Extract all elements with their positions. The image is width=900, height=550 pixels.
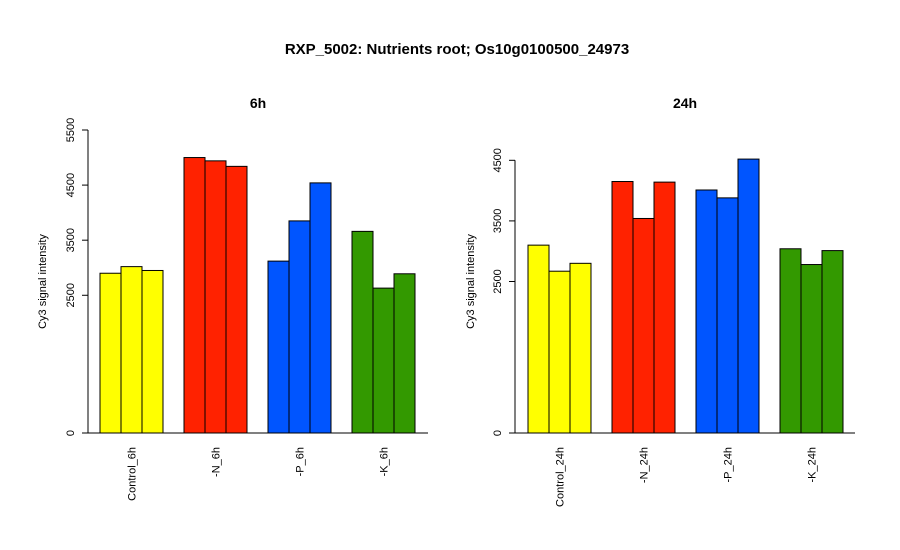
bar xyxy=(141,269,164,434)
x-category-label: -P_6h xyxy=(295,447,307,476)
x-category-label: Control_6h xyxy=(127,447,139,501)
bar xyxy=(267,260,290,434)
bar xyxy=(716,197,739,434)
bar xyxy=(309,182,332,434)
bar xyxy=(288,220,311,434)
bar xyxy=(779,248,802,434)
y-tick-label: 4500 xyxy=(492,148,504,172)
bar xyxy=(548,270,571,434)
bar xyxy=(611,181,634,434)
bar xyxy=(527,244,550,434)
y-tick-label: 3500 xyxy=(492,209,504,233)
y-axis-label: Cy3 signal intensity xyxy=(465,234,477,329)
panel-24h: 24h Cy3 signal intensity 0 2500 3500 4500 Cont… xyxy=(465,95,855,507)
panel-title: 24h xyxy=(673,95,697,111)
y-tick-label: 0 xyxy=(492,430,504,436)
bar xyxy=(695,189,718,434)
bar xyxy=(653,181,676,434)
x-category-label: Control_24h xyxy=(555,447,567,507)
bar xyxy=(569,262,592,434)
bar xyxy=(632,217,655,434)
bar xyxy=(800,264,823,434)
y-tick-label: 4500 xyxy=(65,173,77,197)
bar xyxy=(351,230,374,434)
x-category-label: -N_24h xyxy=(639,447,651,483)
bar xyxy=(204,160,227,434)
y-tick-label: 5500 xyxy=(65,118,77,142)
x-category-label: -K_24h xyxy=(807,447,819,482)
bar xyxy=(393,273,416,434)
x-category-label: -N_6h xyxy=(211,447,223,477)
bar xyxy=(372,287,395,434)
y-tick-label: 2500 xyxy=(65,283,77,307)
bar xyxy=(737,158,760,434)
y-tick-label: 0 xyxy=(65,430,77,436)
y-tick-label: 2500 xyxy=(492,269,504,293)
bar xyxy=(99,272,122,434)
figure-title: RXP_5002: Nutrients root; Os10g0100500_2… xyxy=(285,41,629,58)
panel-title: 6h xyxy=(250,95,266,111)
y-axis-label: Cy3 signal intensity xyxy=(37,234,49,329)
bar xyxy=(225,165,248,434)
x-category-label: -K_6h xyxy=(379,447,391,476)
y-tick-label: 3500 xyxy=(65,228,77,252)
bar xyxy=(821,250,844,434)
bar xyxy=(120,266,143,434)
bar xyxy=(183,157,206,434)
x-category-label: -P_24h xyxy=(723,447,735,482)
panel-6h: 6h Cy3 signal intensity 0 2500 3500 4500 5500 C… xyxy=(37,95,428,501)
